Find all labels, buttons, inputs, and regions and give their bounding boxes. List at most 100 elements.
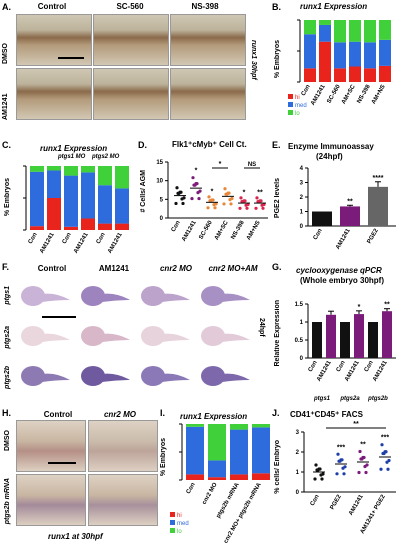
significance: *: [243, 189, 246, 196]
f-embryo-image: [76, 278, 134, 316]
a-col-ns398: NS-398: [191, 2, 219, 11]
bar-med: [115, 188, 129, 224]
y-tick-label: 3: [296, 430, 300, 436]
bar: [326, 314, 336, 358]
data-point: [246, 202, 250, 207]
group-label: ptgs1: [313, 396, 331, 402]
h-image-dmso-control: [16, 420, 86, 472]
data-point: [262, 202, 266, 207]
bar-hi: [186, 474, 204, 480]
a-col-sc560: SC-560: [116, 2, 144, 11]
panel-label-e: E.: [272, 140, 281, 150]
data-point: [343, 465, 347, 469]
bar-lo: [319, 20, 331, 25]
data-point: [182, 196, 186, 200]
f-row-ptgs1: ptgs1: [4, 286, 11, 305]
c-chart: Con AM1241 Con AM1241 Con AM1241: [23, 165, 129, 255]
x-tick-label: Con: [308, 360, 319, 373]
a-col-control: Control: [37, 2, 67, 11]
d-chart: 0 5 10 15 Con * AM1241 * SC-560 AM+SC * NS-398 ** AM+…: [156, 160, 268, 243]
bar-med: [304, 34, 316, 69]
bar-lo: [230, 424, 248, 430]
bar: [368, 186, 388, 226]
h-col-control: Control: [43, 410, 73, 419]
data-point: [380, 443, 384, 447]
a-image-dmso-sc560: [93, 14, 169, 66]
x-tick-label: AM1241: [344, 359, 361, 382]
data-point: [223, 187, 227, 191]
x-tick-label: AM+NS: [371, 84, 387, 105]
bar: [312, 211, 332, 226]
data-point: [245, 206, 249, 210]
bar-med: [47, 170, 61, 198]
bar: [354, 314, 364, 358]
b-title: runx1 Expression: [300, 2, 368, 11]
data-point: [239, 196, 243, 200]
f-embryo-image: [196, 278, 254, 316]
y-tick-label: 4: [300, 166, 304, 172]
h-col-cnr2mo: cnr2 MO: [103, 410, 136, 419]
panel-label-i: I.: [160, 408, 166, 418]
bar-med: [186, 426, 204, 475]
g-ylabel: Relative Expression: [274, 300, 281, 367]
f-embryo-image: [196, 358, 254, 396]
bar-med: [364, 42, 376, 69]
bar-hi: [98, 223, 112, 230]
f-col-am1241: AM1241: [98, 264, 130, 273]
x-tick-label: Con: [336, 360, 347, 373]
i-title: runx1 Expression: [180, 412, 248, 421]
group-label: ptgs2b: [367, 396, 388, 402]
b-ylabel: % Embryos: [274, 40, 281, 79]
f-embryo-image: [76, 318, 134, 356]
data-point: [174, 201, 178, 206]
panel-label-g: G.: [272, 262, 282, 272]
y-tick-label: 0: [296, 490, 300, 496]
bar: [312, 322, 322, 358]
panel-label-d: D.: [138, 140, 147, 150]
f-embryo-image: [16, 278, 74, 316]
x-tick-label: AM+SC: [341, 83, 357, 105]
x-tick-label: Con: [310, 494, 321, 507]
significance: **: [353, 421, 359, 428]
a-image-am1241-ns398: [170, 68, 246, 120]
data-point: [211, 198, 215, 202]
f-scale-bar: [42, 316, 76, 318]
data-point: [342, 472, 346, 476]
panel-label-c: C.: [2, 140, 11, 150]
x-tick-label: Con: [364, 360, 375, 373]
bar-lo: [304, 20, 316, 35]
data-point: [314, 463, 318, 467]
f-embryo-image: [16, 318, 74, 356]
g-subtitle: (Whole embryo 30hpf): [300, 276, 385, 285]
y-tick-label: 1: [296, 470, 300, 476]
a-scale-bar: [58, 57, 84, 59]
data-point: [243, 199, 247, 203]
data-point: [214, 202, 218, 206]
d-ylabel: # Cells/ AGM: [140, 170, 147, 213]
e-subtitle: (24hpf): [316, 152, 343, 161]
y-tick-label: 2: [296, 450, 300, 456]
f-col-cnr2mo: cnr2 MO: [159, 264, 192, 273]
panel-label-a: A.: [2, 2, 11, 12]
significance: ***: [337, 444, 345, 451]
legend-label: med: [177, 521, 189, 527]
bar-med: [230, 429, 248, 475]
bar-hi: [304, 68, 316, 82]
data-point: [261, 206, 265, 210]
bar-hi: [81, 218, 95, 230]
x-tick-label: AM1241: [335, 227, 352, 250]
ns-label: NS: [248, 162, 256, 168]
significance: *: [195, 168, 198, 175]
x-tick-label: AM1241: [73, 231, 90, 254]
data-point: [336, 452, 340, 456]
bar-med: [64, 175, 78, 227]
data-point: [230, 196, 234, 201]
data-point: [321, 472, 325, 476]
significance: ***: [381, 434, 389, 441]
f-embryo-image: [136, 318, 194, 356]
data-point: [386, 467, 390, 471]
a-image-dmso-ns398: [170, 14, 246, 66]
x-tick-label: AM+SC: [214, 219, 230, 241]
